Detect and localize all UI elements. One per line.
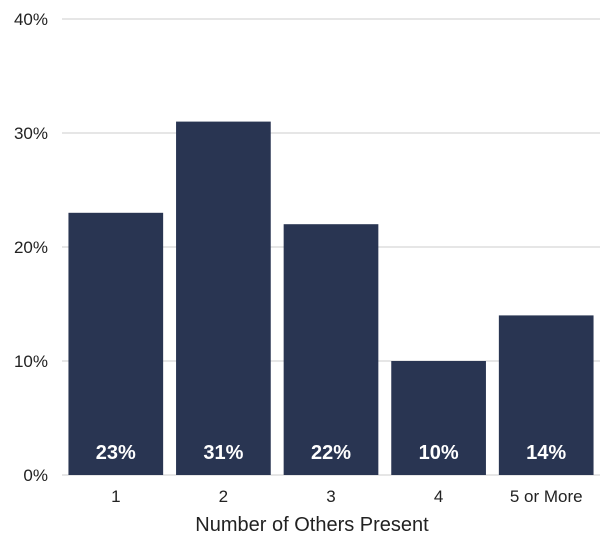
x-tick-label: 3 (326, 487, 335, 506)
bar-1 (68, 212, 164, 476)
x-tick-label: 2 (219, 487, 228, 506)
bar-2 (176, 121, 271, 475)
y-tick-label: 20% (14, 238, 48, 257)
bar-5 (498, 315, 594, 475)
y-tick-label: 40% (14, 10, 48, 29)
bar-4 (391, 361, 486, 475)
y-tick-label: 0% (23, 466, 48, 485)
bar-data-label: 22% (311, 442, 351, 464)
x-axis-tick-labels: 1 2 3 4 5 or More (111, 487, 583, 506)
bar-data-label: 14% (526, 442, 566, 464)
bar-data-labels: 23% 31% 22% 10% 14% (96, 442, 567, 464)
x-tick-label: 1 (111, 487, 120, 506)
bar-3 (283, 224, 379, 475)
y-tick-label: 10% (14, 352, 48, 371)
x-tick-label: 5 or More (510, 487, 583, 506)
bar-data-label: 10% (419, 442, 459, 464)
bars (68, 121, 594, 476)
bar-data-label: 23% (96, 442, 136, 464)
y-axis-tick-labels: 0% 10% 20% 30% 40% (14, 10, 48, 485)
x-axis-title: Number of Others Present (195, 514, 429, 535)
y-tick-label: 30% (14, 124, 48, 143)
bar-data-label: 31% (203, 442, 243, 464)
x-tick-label: 4 (434, 487, 443, 506)
